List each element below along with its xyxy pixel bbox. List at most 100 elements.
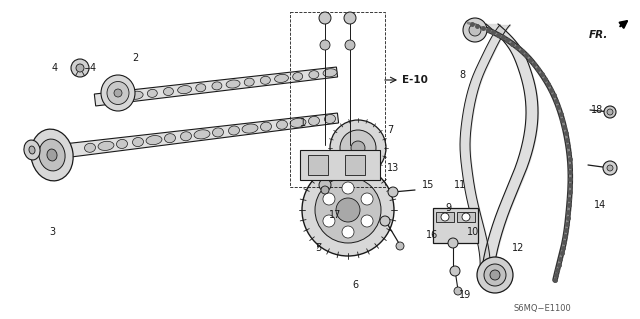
Ellipse shape (309, 71, 319, 79)
Circle shape (361, 193, 373, 205)
Circle shape (607, 109, 613, 115)
Ellipse shape (146, 136, 162, 145)
Circle shape (315, 177, 381, 243)
Circle shape (462, 213, 470, 221)
Ellipse shape (196, 84, 205, 92)
Ellipse shape (260, 76, 270, 84)
Ellipse shape (47, 149, 57, 161)
Text: 16: 16 (426, 230, 438, 240)
Ellipse shape (212, 128, 223, 137)
Polygon shape (54, 113, 339, 159)
Circle shape (454, 287, 462, 295)
Ellipse shape (114, 89, 122, 97)
Text: 1: 1 (300, 118, 306, 128)
Text: S6MQ−E1100: S6MQ−E1100 (513, 303, 571, 313)
Ellipse shape (147, 89, 157, 97)
Ellipse shape (164, 134, 175, 143)
Ellipse shape (101, 75, 135, 111)
Circle shape (441, 213, 449, 221)
Circle shape (323, 215, 335, 227)
Text: 4: 4 (52, 63, 58, 73)
Ellipse shape (276, 120, 287, 129)
Circle shape (361, 215, 373, 227)
Ellipse shape (98, 141, 114, 151)
Ellipse shape (244, 78, 254, 86)
Ellipse shape (24, 140, 40, 160)
Ellipse shape (323, 69, 337, 77)
Circle shape (604, 106, 616, 118)
Circle shape (330, 120, 386, 176)
Bar (457, 212, 475, 222)
Bar (308, 155, 328, 175)
Text: 13: 13 (387, 163, 399, 173)
Text: 18: 18 (591, 105, 603, 115)
Text: 11: 11 (454, 180, 466, 190)
Bar (436, 212, 454, 222)
Ellipse shape (290, 118, 306, 127)
Text: 5: 5 (315, 243, 321, 253)
Ellipse shape (129, 91, 143, 99)
Bar (290, 12, 385, 187)
Ellipse shape (178, 85, 191, 94)
Ellipse shape (71, 59, 89, 77)
Circle shape (302, 164, 394, 256)
Ellipse shape (29, 146, 35, 154)
Circle shape (463, 18, 487, 42)
Bar (300, 150, 380, 180)
Circle shape (342, 182, 354, 194)
Ellipse shape (260, 122, 271, 131)
Circle shape (477, 257, 513, 293)
Text: 4: 4 (90, 63, 96, 73)
Ellipse shape (212, 82, 222, 90)
Ellipse shape (292, 72, 303, 81)
Circle shape (490, 270, 500, 280)
Ellipse shape (226, 80, 240, 88)
Circle shape (607, 165, 613, 171)
Text: 17: 17 (329, 210, 341, 220)
Circle shape (603, 161, 617, 175)
Circle shape (344, 12, 356, 24)
Ellipse shape (180, 132, 191, 141)
Ellipse shape (39, 139, 65, 171)
Circle shape (323, 193, 335, 205)
Text: 6: 6 (352, 280, 358, 290)
Ellipse shape (324, 115, 335, 123)
Circle shape (396, 242, 404, 250)
Polygon shape (94, 67, 337, 106)
Text: 15: 15 (422, 180, 434, 190)
Text: 7: 7 (387, 125, 393, 135)
Text: 14: 14 (594, 200, 606, 210)
Circle shape (342, 226, 354, 238)
Circle shape (450, 266, 460, 276)
Text: 8: 8 (459, 70, 465, 80)
Ellipse shape (115, 93, 125, 101)
Circle shape (448, 238, 458, 248)
Ellipse shape (84, 143, 95, 152)
Text: 9: 9 (445, 203, 451, 213)
Circle shape (351, 141, 365, 155)
Ellipse shape (275, 74, 289, 83)
Circle shape (321, 186, 329, 194)
Text: E-10: E-10 (402, 75, 428, 85)
Circle shape (319, 179, 331, 191)
Circle shape (340, 130, 376, 166)
Text: 2: 2 (132, 53, 138, 63)
Circle shape (336, 198, 360, 222)
Circle shape (345, 40, 355, 50)
Text: 10: 10 (467, 227, 479, 237)
Ellipse shape (163, 87, 173, 95)
Circle shape (320, 40, 330, 50)
Text: 12: 12 (512, 243, 524, 253)
Text: 19: 19 (459, 290, 471, 300)
Ellipse shape (132, 137, 143, 146)
Ellipse shape (107, 81, 129, 105)
Ellipse shape (76, 64, 84, 72)
Bar (433, 208, 478, 243)
Ellipse shape (308, 116, 319, 125)
Ellipse shape (242, 124, 258, 133)
Text: FR.: FR. (589, 30, 608, 40)
Bar (345, 155, 365, 175)
Circle shape (469, 24, 481, 36)
Circle shape (388, 187, 398, 197)
Circle shape (319, 12, 331, 24)
